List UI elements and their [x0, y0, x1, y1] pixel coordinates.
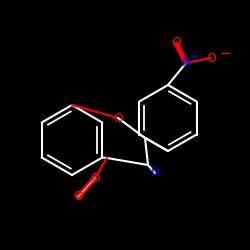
- Text: +: +: [190, 52, 198, 62]
- Text: O: O: [171, 36, 181, 50]
- Text: O: O: [90, 172, 100, 184]
- Text: −: −: [219, 47, 231, 61]
- Text: N: N: [181, 56, 191, 70]
- Text: N: N: [150, 166, 160, 179]
- Text: O: O: [73, 190, 83, 203]
- Text: O: O: [206, 52, 216, 64]
- Text: O: O: [113, 112, 123, 124]
